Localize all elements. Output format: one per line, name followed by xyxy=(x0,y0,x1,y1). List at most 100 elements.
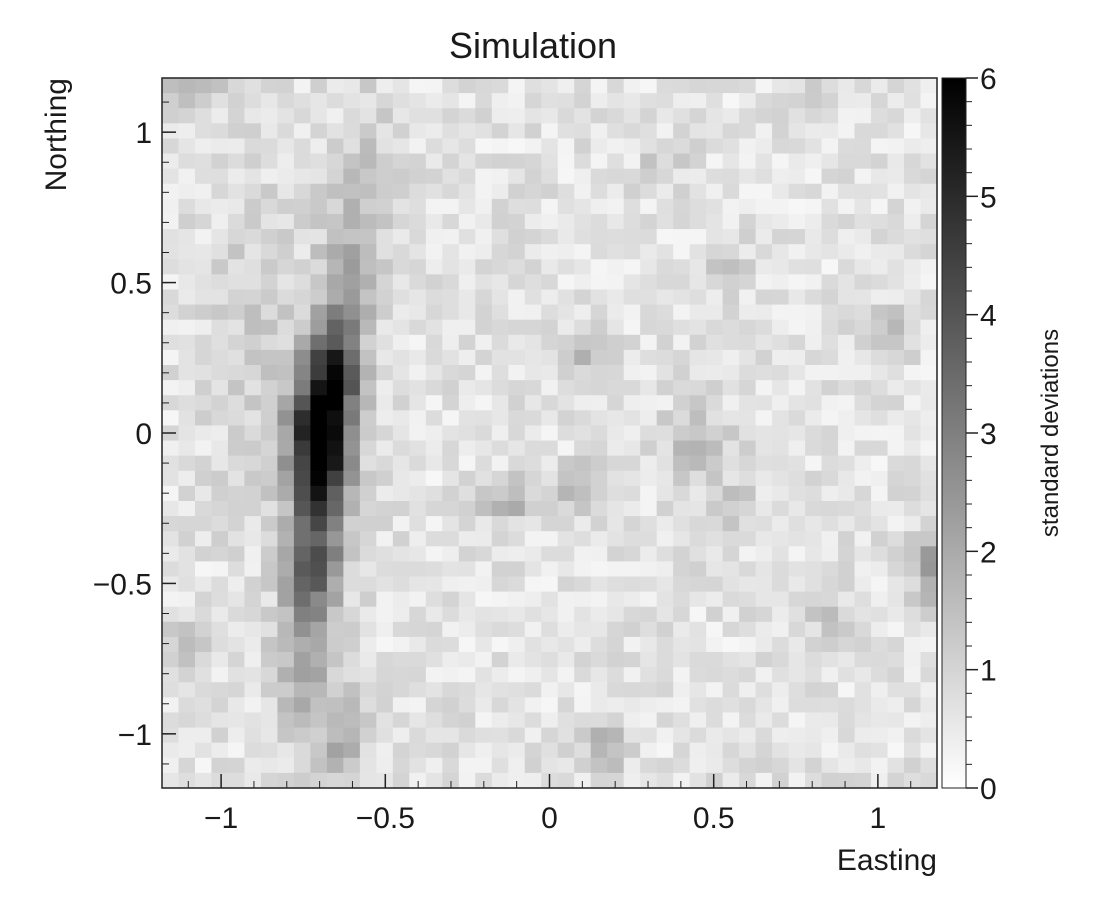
heatmap-cell xyxy=(409,93,427,109)
heatmap-cell xyxy=(508,319,526,336)
heatmap-cell xyxy=(788,274,806,291)
heatmap-cell xyxy=(838,365,856,381)
heatmap-cell xyxy=(376,289,394,306)
heatmap-cell xyxy=(557,591,575,608)
heatmap-cell xyxy=(409,213,427,230)
heatmap-cell xyxy=(904,621,922,638)
heatmap-cell xyxy=(574,712,592,729)
heatmap-cell xyxy=(211,531,229,547)
heatmap-cell xyxy=(854,229,872,245)
heatmap-cell xyxy=(343,93,361,109)
heatmap-cell xyxy=(772,410,790,427)
heatmap-cell xyxy=(392,93,410,109)
heatmap-cell xyxy=(557,516,575,532)
heatmap-cell xyxy=(211,682,229,698)
heatmap-cell xyxy=(392,606,410,623)
heatmap-cell xyxy=(293,259,311,275)
heatmap-cell xyxy=(871,229,889,245)
heatmap-cell xyxy=(706,153,724,170)
heatmap-cell xyxy=(508,380,526,396)
heatmap-cell xyxy=(458,697,476,714)
heatmap-cell xyxy=(722,531,740,547)
heatmap-cell xyxy=(293,531,311,547)
heatmap-cell xyxy=(689,652,707,668)
heatmap-cell xyxy=(805,712,823,729)
heatmap-cell xyxy=(871,500,889,517)
heatmap-cell xyxy=(788,78,806,94)
heatmap-cell xyxy=(293,168,311,185)
heatmap-cell xyxy=(178,652,196,668)
heatmap-cell xyxy=(326,395,344,411)
heatmap-cell xyxy=(343,652,361,668)
heatmap-cell xyxy=(326,636,344,653)
heatmap-cell xyxy=(904,576,922,593)
heatmap-cell xyxy=(673,667,691,683)
heatmap-cell xyxy=(277,652,295,668)
heatmap-cell xyxy=(458,319,476,336)
heatmap-cell xyxy=(260,183,279,200)
heatmap-cell xyxy=(277,682,295,698)
heatmap-cell xyxy=(739,470,757,487)
heatmap-cell xyxy=(805,742,823,759)
heatmap-cell xyxy=(541,652,559,668)
heatmap-cell xyxy=(442,440,460,457)
heatmap-cell xyxy=(656,485,674,502)
heatmap-cell xyxy=(310,485,328,502)
heatmap-cell xyxy=(607,274,625,291)
heatmap-cell xyxy=(590,213,608,230)
heatmap-cell xyxy=(788,500,806,517)
heatmap-cell xyxy=(376,516,394,532)
heatmap-cell xyxy=(475,78,493,94)
heatmap-cell xyxy=(623,274,641,291)
heatmap-cell xyxy=(162,531,180,547)
heatmap-cell xyxy=(574,531,592,547)
heatmap-cell xyxy=(623,153,641,170)
heatmap-cell xyxy=(524,334,542,351)
heatmap-cell xyxy=(755,455,773,472)
heatmap-cell xyxy=(607,425,625,442)
heatmap-cell xyxy=(227,546,246,563)
heatmap-cell xyxy=(887,380,905,396)
heatmap-cell xyxy=(244,652,262,668)
heatmap-cell xyxy=(772,742,790,759)
heatmap-cell xyxy=(442,516,460,532)
heatmap-cell xyxy=(178,531,196,547)
heatmap-cell xyxy=(326,440,344,457)
heatmap-cell xyxy=(772,183,790,200)
heatmap-cell xyxy=(722,198,740,215)
heatmap-cell xyxy=(409,229,427,245)
heatmap-cell xyxy=(194,183,213,200)
heatmap-cell xyxy=(821,516,839,532)
heatmap-cell xyxy=(706,334,724,351)
heatmap-cell xyxy=(392,319,410,336)
heatmap-cell xyxy=(491,667,509,683)
heatmap-cell xyxy=(260,576,279,593)
heatmap-cell xyxy=(194,319,213,336)
heatmap-cell xyxy=(359,636,377,653)
heatmap-cell xyxy=(838,138,856,155)
heatmap-cell xyxy=(557,546,575,563)
heatmap-cell xyxy=(607,213,625,230)
heatmap-cell xyxy=(689,349,707,366)
heatmap-cell xyxy=(376,500,394,517)
heatmap-cell xyxy=(821,606,839,623)
heatmap-cell xyxy=(310,621,328,638)
heatmap-cell xyxy=(343,697,361,714)
heatmap-cell xyxy=(326,289,344,306)
heatmap-cell xyxy=(194,410,213,427)
colorbar-tick-label: 5 xyxy=(980,181,997,214)
heatmap-cell xyxy=(409,425,427,442)
heatmap-cell xyxy=(392,425,410,442)
heatmap-cell xyxy=(343,108,361,124)
heatmap-cell xyxy=(904,712,922,729)
heatmap-cell xyxy=(656,440,674,457)
heatmap-cell xyxy=(277,455,295,472)
heatmap-cell xyxy=(343,561,361,578)
heatmap-cell xyxy=(508,440,526,457)
heatmap-cell xyxy=(376,93,394,109)
heatmap-cell xyxy=(920,410,938,427)
heatmap-cell xyxy=(904,123,922,140)
heatmap-cell xyxy=(821,772,839,789)
heatmap-cell xyxy=(805,727,823,744)
heatmap-cell xyxy=(854,636,872,653)
